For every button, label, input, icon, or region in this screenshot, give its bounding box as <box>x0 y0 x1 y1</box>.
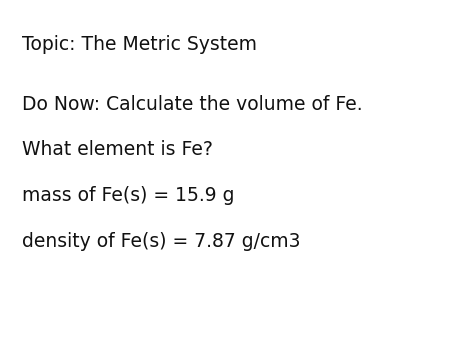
Text: What element is Fe?: What element is Fe? <box>22 140 212 159</box>
Text: Do Now: Calculate the volume of Fe.: Do Now: Calculate the volume of Fe. <box>22 95 362 114</box>
Text: mass of Fe(s) = 15.9 g: mass of Fe(s) = 15.9 g <box>22 186 234 205</box>
Text: Topic: The Metric System: Topic: The Metric System <box>22 35 256 54</box>
Text: density of Fe(s) = 7.87 g/cm3: density of Fe(s) = 7.87 g/cm3 <box>22 232 300 250</box>
